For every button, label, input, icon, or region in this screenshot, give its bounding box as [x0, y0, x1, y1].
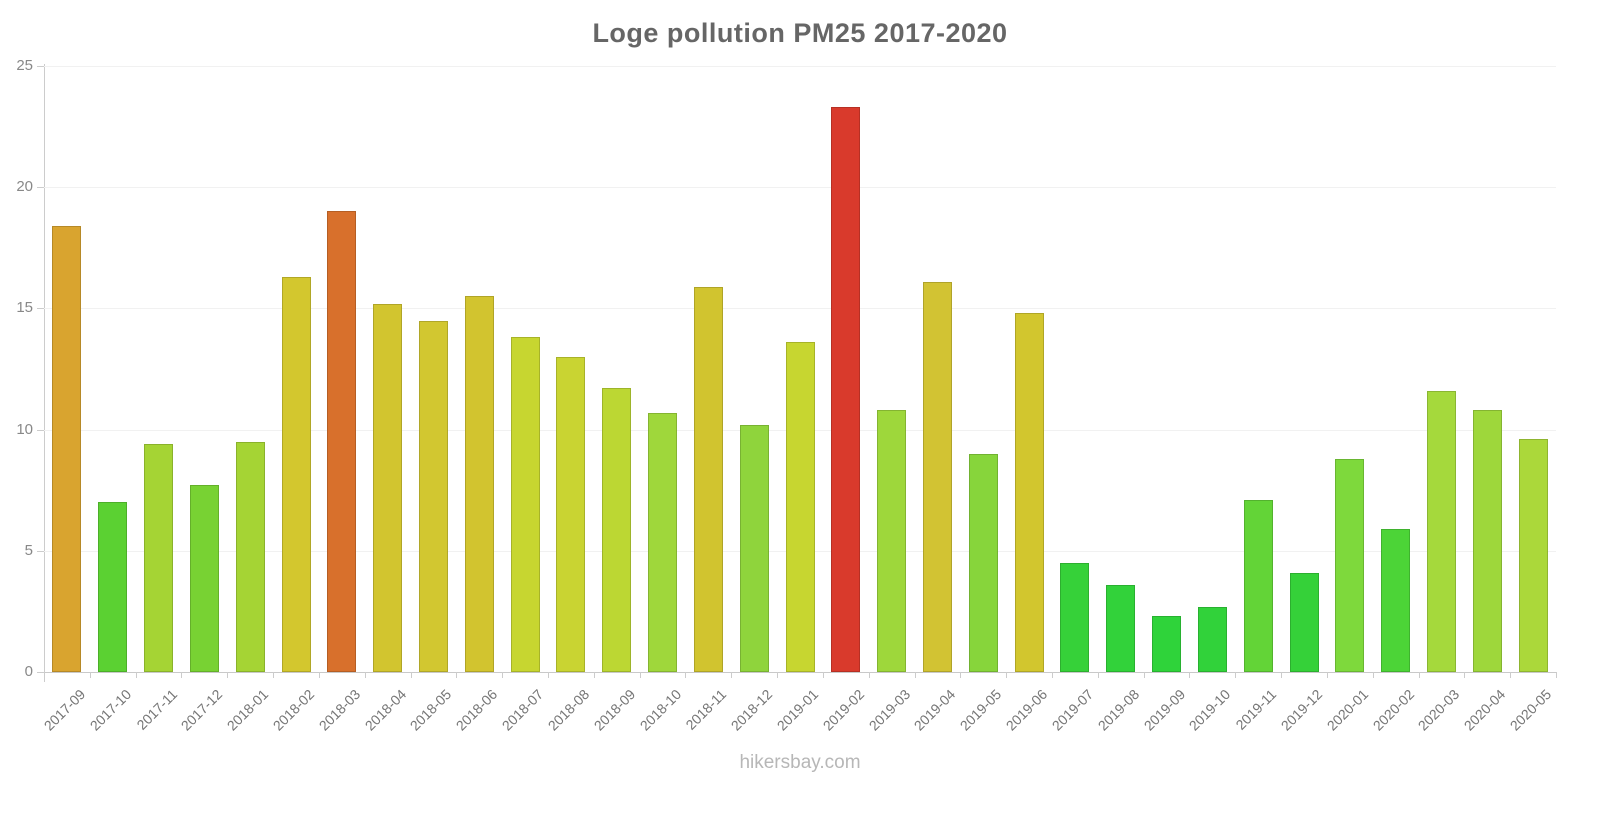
bar-2019-05[interactable] [968, 453, 998, 672]
x-axis-tick [318, 672, 320, 678]
y-axis-label: 20 [16, 178, 33, 196]
bar-2020-05[interactable] [1518, 439, 1548, 672]
y-axis-label: 5 [24, 541, 33, 559]
bar-2018-06[interactable] [464, 296, 494, 672]
bar-2017-10[interactable] [98, 502, 128, 672]
bar-2020-04[interactable] [1472, 410, 1502, 672]
x-axis-tick [1556, 672, 1557, 678]
x-axis-tick [44, 672, 45, 678]
bar-2019-12[interactable] [1289, 572, 1319, 672]
bar-2019-04[interactable] [922, 281, 952, 672]
x-axis-tick [822, 672, 824, 678]
x-axis-tick [1143, 672, 1145, 678]
bar-2018-01[interactable] [235, 441, 265, 672]
x-axis-tick [1281, 672, 1283, 678]
x-axis-tick [1464, 672, 1466, 678]
x-axis-tick [410, 672, 412, 678]
bar-2019-07[interactable] [1060, 562, 1090, 672]
x-axis-tick [639, 672, 641, 678]
y-axis-tick [37, 187, 44, 189]
bar-2019-11[interactable] [1243, 499, 1273, 672]
bar-2018-10[interactable] [648, 412, 678, 672]
gridline-y-20 [44, 187, 1556, 189]
y-axis-tick [37, 429, 44, 431]
y-axis-tick [37, 672, 44, 673]
bar-2019-01[interactable] [785, 342, 815, 672]
bar-2018-12[interactable] [739, 424, 769, 672]
x-axis-tick [685, 672, 687, 678]
y-axis-tick [37, 550, 44, 552]
x-axis-tick [364, 672, 366, 678]
x-axis-tick [181, 672, 183, 678]
x-axis-tick [135, 672, 137, 678]
bar-2018-04[interactable] [373, 303, 403, 672]
x-axis-tick [731, 672, 733, 678]
x-axis-tick [89, 672, 91, 678]
bar-2018-09[interactable] [602, 388, 632, 672]
x-axis-line [37, 672, 1556, 673]
bar-2018-05[interactable] [418, 320, 448, 672]
bar-2019-02[interactable] [831, 107, 861, 672]
y-axis-label: 10 [16, 420, 33, 438]
x-axis-tick [1097, 672, 1099, 678]
x-axis-tick [1189, 672, 1191, 678]
y-axis-label: 15 [16, 299, 33, 317]
x-axis-tick [777, 672, 779, 678]
bar-2018-11[interactable] [693, 286, 723, 672]
x-axis-tick [1418, 672, 1420, 678]
y-axis-tick [37, 66, 44, 67]
gridline-y-15 [44, 308, 1556, 310]
x-axis-tick [273, 672, 275, 678]
bar-2018-03[interactable] [327, 211, 357, 672]
x-axis-tick [868, 672, 870, 678]
x-axis-tick [1326, 672, 1328, 678]
x-axis-tick [914, 672, 916, 678]
x-axis-tick [593, 672, 595, 678]
bar-2020-02[interactable] [1381, 528, 1411, 672]
y-axis-label: 0 [24, 663, 33, 680]
bar-2019-08[interactable] [1106, 584, 1136, 672]
x-axis-tick [1510, 672, 1512, 678]
x-axis-tick [1372, 672, 1374, 678]
x-axis-tick [960, 672, 962, 678]
chart-title: Loge pollution PM25 2017-2020 [592, 18, 1008, 48]
x-axis-tick [502, 672, 504, 678]
bar-2019-03[interactable] [877, 410, 907, 672]
x-axis-tick [456, 672, 458, 678]
plot-area: 0 5 10 15 20 25 2017-09 2017-10 2017-11 2017-12 20… [16, 57, 1557, 734]
bar-2017-09[interactable] [52, 225, 82, 672]
bar-2017-11[interactable] [144, 444, 174, 672]
bar-2020-01[interactable] [1335, 458, 1365, 672]
watermark-text: hikersbay.com [739, 752, 861, 773]
y-axis-line [44, 64, 45, 682]
x-axis-tick [548, 672, 549, 678]
bar-2020-03[interactable] [1426, 390, 1456, 672]
bar-2019-06[interactable] [1014, 313, 1044, 672]
x-axis-tick [1006, 672, 1008, 678]
bar-2018-07[interactable] [510, 337, 540, 672]
x-axis-tick [1235, 672, 1237, 678]
bar-2019-10[interactable] [1197, 606, 1227, 672]
bar-2019-09[interactable] [1152, 616, 1182, 672]
bar-2017-12[interactable] [189, 485, 219, 672]
x-axis-tick [1052, 672, 1053, 678]
y-axis-label: 25 [16, 57, 33, 74]
x-axis-tick [227, 672, 229, 678]
gridline-y-25 [44, 66, 1556, 67]
bar-2018-02[interactable] [281, 276, 311, 672]
bar-2018-08[interactable] [556, 356, 586, 672]
y-axis-tick [37, 308, 44, 310]
